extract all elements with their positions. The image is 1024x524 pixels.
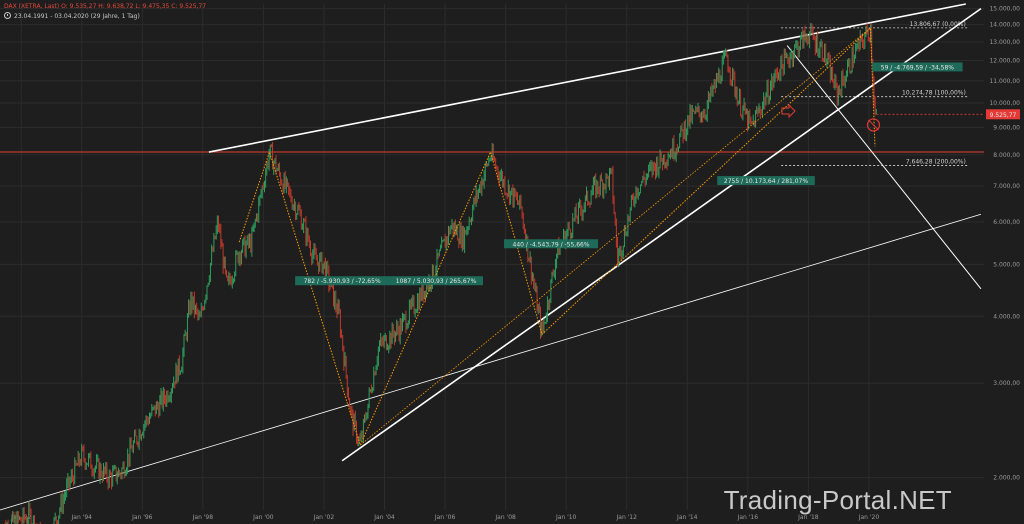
clock-icon xyxy=(4,12,11,19)
measure-label: 1087 / 5.030,93 / 265,67% xyxy=(396,278,477,285)
target-cross-icon xyxy=(868,119,879,131)
x-tick-label: Jan '96 xyxy=(131,514,153,521)
measure-box xyxy=(388,276,483,286)
y-tick-label: 2.000,00 xyxy=(993,475,1020,482)
y-tick-label: 10.000,00 xyxy=(989,100,1020,107)
x-tick-label: Jan '16 xyxy=(737,514,759,521)
x-tick-label: Jan '18 xyxy=(797,514,819,521)
measure-box xyxy=(504,239,599,249)
chart-header-ohlc: DAX (XETRA, Last) O: 9.535,27 H: 9.638,7… xyxy=(4,3,206,10)
measure-box xyxy=(295,276,390,286)
x-tick-label: Jan '94 xyxy=(71,514,93,521)
y-tick-label: 11.000,00 xyxy=(989,78,1020,85)
y-tick-label: 15.000,00 xyxy=(989,6,1020,13)
x-tick-label: Jan '12 xyxy=(616,514,638,521)
trendline xyxy=(341,7,982,462)
x-tick-label: Jan '98 xyxy=(192,514,214,521)
measure-box xyxy=(717,176,815,186)
trendline xyxy=(208,3,966,153)
y-tick-label: 13.000,00 xyxy=(989,39,1020,46)
arrow-right-icon xyxy=(781,103,796,119)
measure-box xyxy=(872,62,963,72)
fib-level-label: 7.646,28 (200,00%) xyxy=(906,158,966,165)
fib-level-label: 13.806,67 (0,00%) xyxy=(910,21,966,28)
y-tick-label: 12.000,00 xyxy=(989,58,1020,65)
y-tick-label: 5.000,00 xyxy=(993,261,1020,268)
x-tick-label: Jan '10 xyxy=(555,514,577,521)
header-ohlc-text: DAX (XETRA, Last) O: 9.535,27 H: 9.638,7… xyxy=(4,3,207,10)
measure-label: 440 / -4.543,79 / -55,66% xyxy=(513,241,590,248)
last-price-tag xyxy=(986,109,1020,120)
watermark: Trading-Portal.NET xyxy=(724,485,952,516)
header-range-text: 23.04.1991 - 03.04.2020 (29 Jahre, 1 Tag… xyxy=(14,13,140,20)
y-tick-label: 6.000,00 xyxy=(993,219,1020,226)
x-tick-label: Jan '00 xyxy=(252,514,274,521)
x-tick-label: Jan '20 xyxy=(858,514,880,521)
y-tick-label: 9.000,00 xyxy=(993,125,1020,132)
y-tick-label: 8.000,00 xyxy=(993,152,1020,159)
y-tick-label: 3.000,00 xyxy=(993,380,1020,387)
trendline xyxy=(0,213,982,511)
x-tick-label: Jan '06 xyxy=(434,514,456,521)
fib-path xyxy=(238,26,876,447)
x-tick-label: Jan '02 xyxy=(313,514,335,521)
chart-header-range: 23.04.1991 - 03.04.2020 (29 Jahre, 1 Tag… xyxy=(4,12,140,20)
fib-level-label: 10.274,78 (100,00%) xyxy=(902,90,966,97)
fib-path-long xyxy=(360,27,871,446)
y-tick-label: 14.000,00 xyxy=(989,22,1020,29)
x-tick-label: Jan '04 xyxy=(373,514,395,521)
measure-label: 2755 / 10.173,64 / 281,07% xyxy=(724,178,808,185)
x-tick-label: Jan '14 xyxy=(676,514,698,521)
x-tick-label: Jan '08 xyxy=(494,514,516,521)
measure-label: 59 / -4.769,59 / -34,58% xyxy=(881,64,955,71)
measure-label: 782 / -5.930,93 / -72,65% xyxy=(304,278,381,285)
watermark-text: Trading-Portal.NET xyxy=(723,485,952,515)
last-price-label: 9.525,77 xyxy=(990,112,1017,119)
y-tick-label: 4.000,00 xyxy=(993,313,1020,320)
target-circle-icon xyxy=(866,118,881,132)
y-tick-label: 7.000,00 xyxy=(993,183,1020,190)
trendline xyxy=(786,45,982,290)
